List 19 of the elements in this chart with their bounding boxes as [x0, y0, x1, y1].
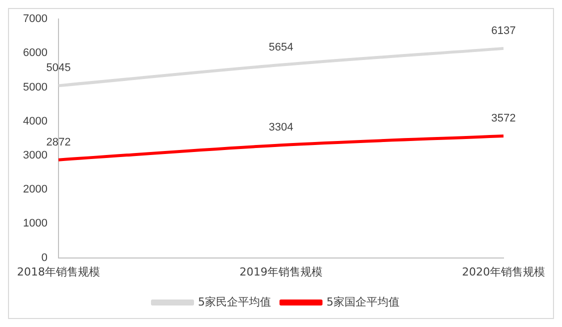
- y-tick-label: 0: [41, 252, 48, 264]
- data-label: 3304: [268, 122, 294, 134]
- data-label: 5654: [268, 41, 294, 54]
- legend-label: 5家民企平均值: [198, 295, 271, 308]
- y-tick-label: 5000: [23, 81, 48, 94]
- y-tick-label: 6000: [23, 47, 48, 60]
- x-tick-label: 2019年销售规模: [240, 265, 322, 278]
- y-tick-label: 3000: [23, 149, 48, 162]
- x-tick-label: 2018年销售规模: [16, 265, 100, 278]
- y-tick-label: 4000: [23, 115, 48, 128]
- data-label: 5045: [46, 62, 71, 74]
- data-label: 6137: [491, 24, 516, 37]
- y-tick-label: 7000: [23, 13, 48, 26]
- data-label: 3572: [491, 112, 516, 124]
- y-tick-label: 1000: [23, 218, 48, 230]
- y-tick-label: 2000: [23, 184, 48, 196]
- legend-label: 5家国企平均值: [326, 295, 400, 308]
- data-label: 2872: [46, 136, 71, 148]
- x-tick-label: 2020年销售规模: [462, 265, 546, 278]
